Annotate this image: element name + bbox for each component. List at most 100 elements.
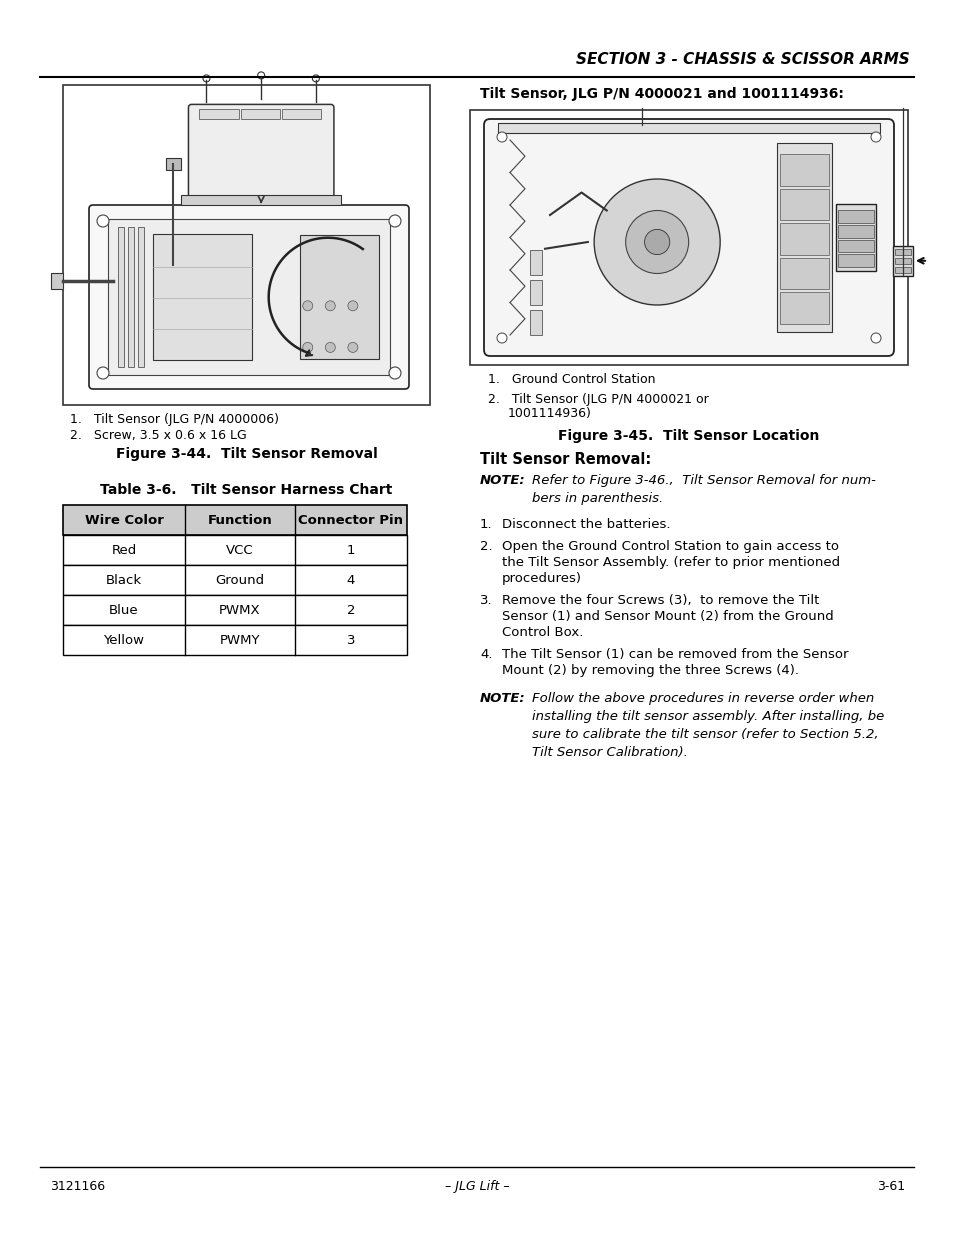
Bar — [299, 235, 378, 359]
Text: Ground: Ground — [215, 573, 264, 587]
Bar — [470, 110, 907, 366]
Circle shape — [348, 342, 357, 352]
Text: The Tilt Sensor (1) can be removed from the Sensor: The Tilt Sensor (1) can be removed from … — [501, 648, 847, 661]
Circle shape — [302, 342, 313, 352]
Bar — [838, 254, 873, 267]
Text: 3121166: 3121166 — [50, 1179, 105, 1193]
Circle shape — [644, 230, 669, 254]
Bar — [63, 595, 407, 625]
Text: Mount (2) by removing the three Screws (4).: Mount (2) by removing the three Screws (… — [501, 664, 799, 677]
Text: 3-61: 3-61 — [876, 1179, 904, 1193]
Text: Yellow: Yellow — [103, 634, 144, 646]
Text: – JLG Lift –: – JLG Lift – — [444, 1179, 509, 1193]
Text: Table 3-6.   Tilt Sensor Harness Chart: Table 3-6. Tilt Sensor Harness Chart — [100, 483, 393, 496]
Bar — [776, 143, 831, 332]
Text: 2.: 2. — [479, 540, 492, 553]
Circle shape — [594, 179, 720, 305]
Circle shape — [497, 132, 506, 142]
Circle shape — [870, 132, 880, 142]
Circle shape — [325, 342, 335, 352]
Bar — [128, 227, 133, 367]
Bar — [779, 189, 828, 220]
Bar — [152, 233, 252, 359]
Text: NOTE:: NOTE: — [479, 692, 525, 705]
Text: 1.   Tilt Sensor (JLG P/N 4000006): 1. Tilt Sensor (JLG P/N 4000006) — [70, 412, 278, 426]
FancyBboxPatch shape — [483, 119, 893, 356]
Bar — [138, 227, 144, 367]
Text: Remove the four Screws (3),  to remove the Tilt: Remove the four Screws (3), to remove th… — [501, 594, 819, 606]
Text: Tilt Sensor Removal:: Tilt Sensor Removal: — [479, 452, 651, 467]
Circle shape — [97, 215, 109, 227]
Text: 1.: 1. — [479, 517, 492, 531]
Text: Refer to Figure 3-46.,  Tilt Sensor Removal for num-
bers in parenthesis.: Refer to Figure 3-46., Tilt Sensor Remov… — [532, 474, 875, 505]
Bar — [63, 535, 407, 564]
Bar — [497, 124, 879, 133]
Bar — [530, 280, 541, 305]
Text: SECTION 3 - CHASSIS & SCISSOR ARMS: SECTION 3 - CHASSIS & SCISSOR ARMS — [576, 52, 909, 67]
Text: Figure 3-45.  Tilt Sensor Location: Figure 3-45. Tilt Sensor Location — [558, 429, 819, 443]
Text: Figure 3-44.  Tilt Sensor Removal: Figure 3-44. Tilt Sensor Removal — [115, 447, 377, 461]
Text: NOTE:: NOTE: — [479, 474, 525, 487]
Bar — [166, 158, 181, 170]
FancyBboxPatch shape — [189, 105, 334, 200]
Text: Follow the above procedures in reverse order when
installing the tilt sensor ass: Follow the above procedures in reverse o… — [532, 692, 883, 760]
Text: 3: 3 — [346, 634, 355, 646]
Bar — [838, 210, 873, 222]
Text: Sensor (1) and Sensor Mount (2) from the Ground: Sensor (1) and Sensor Mount (2) from the… — [501, 610, 833, 622]
Text: 1001114936): 1001114936) — [507, 408, 591, 420]
Text: Blue: Blue — [109, 604, 139, 616]
Text: 2.   Screw, 3.5 x 0.6 x 16 LG: 2. Screw, 3.5 x 0.6 x 16 LG — [70, 429, 247, 442]
Circle shape — [389, 367, 400, 379]
Circle shape — [389, 215, 400, 227]
Text: Tilt Sensor, JLG P/N 4000021 and 1001114936:: Tilt Sensor, JLG P/N 4000021 and 1001114… — [479, 86, 843, 101]
Text: 4.: 4. — [479, 648, 492, 661]
Text: 1: 1 — [346, 543, 355, 557]
Text: PWMX: PWMX — [219, 604, 260, 616]
Text: Function: Function — [208, 514, 273, 526]
Bar — [779, 293, 828, 324]
Bar — [838, 225, 873, 237]
Circle shape — [312, 75, 319, 82]
Bar — [118, 227, 124, 367]
Text: 1.   Ground Control Station: 1. Ground Control Station — [488, 373, 655, 387]
Text: Disconnect the batteries.: Disconnect the batteries. — [501, 517, 670, 531]
Bar — [892, 246, 912, 275]
Circle shape — [325, 301, 335, 311]
Text: 4: 4 — [347, 573, 355, 587]
Text: the Tilt Sensor Assembly. (refer to prior mentioned: the Tilt Sensor Assembly. (refer to prio… — [501, 556, 840, 569]
Circle shape — [497, 333, 506, 343]
Circle shape — [870, 333, 880, 343]
Text: PWMY: PWMY — [219, 634, 260, 646]
Bar — [281, 110, 320, 120]
Text: procedures): procedures) — [501, 572, 581, 585]
Circle shape — [348, 301, 357, 311]
Bar — [199, 110, 238, 120]
Bar — [894, 248, 910, 254]
Bar — [530, 249, 541, 275]
Bar — [181, 195, 340, 205]
Text: Open the Ground Control Station to gain access to: Open the Ground Control Station to gain … — [501, 540, 838, 553]
Text: Control Box.: Control Box. — [501, 626, 583, 638]
Text: VCC: VCC — [226, 543, 253, 557]
Text: Black: Black — [106, 573, 142, 587]
FancyBboxPatch shape — [89, 205, 409, 389]
Bar — [63, 564, 407, 595]
Text: 2.   Tilt Sensor (JLG P/N 4000021 or: 2. Tilt Sensor (JLG P/N 4000021 or — [488, 393, 708, 406]
Bar — [779, 154, 828, 185]
Circle shape — [625, 210, 688, 273]
Bar — [779, 258, 828, 289]
Bar — [108, 219, 390, 375]
Text: Red: Red — [112, 543, 136, 557]
Bar — [838, 240, 873, 252]
Text: 2: 2 — [346, 604, 355, 616]
Bar — [894, 258, 910, 264]
Circle shape — [97, 367, 109, 379]
Circle shape — [257, 72, 264, 79]
Bar — [894, 267, 910, 273]
Bar — [63, 85, 430, 405]
Bar — [63, 625, 407, 655]
Bar — [240, 110, 279, 120]
Bar — [63, 505, 407, 535]
Bar — [51, 273, 63, 289]
Text: Wire Color: Wire Color — [85, 514, 163, 526]
